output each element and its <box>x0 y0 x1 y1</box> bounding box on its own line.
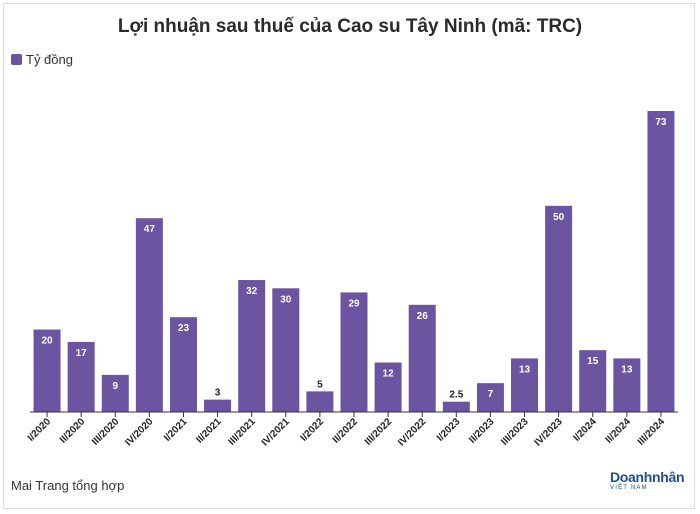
x-tick-label: I/2022 <box>299 416 327 444</box>
legend-label: Tỷ đồng <box>26 52 73 67</box>
data-label: 50 <box>553 212 565 223</box>
legend: Tỷ đồng <box>11 52 73 67</box>
brand-logo: Doanhnhân VIỆT NAM <box>610 470 690 494</box>
x-tick-label: IV/2020 <box>123 416 155 448</box>
bar <box>238 280 266 412</box>
x-tick-label: III/2022 <box>363 416 395 448</box>
bar <box>647 111 675 412</box>
x-tick-label: II/2021 <box>194 416 224 446</box>
data-label: 30 <box>280 294 292 305</box>
x-tick-label: II/2022 <box>331 416 361 446</box>
data-label: 7 <box>488 389 494 400</box>
x-tick-label: II/2023 <box>467 416 497 446</box>
x-tick-label: II/2020 <box>58 416 88 446</box>
x-tick-label: III/2020 <box>90 416 122 448</box>
data-label: 32 <box>246 286 258 297</box>
x-tick-label: I/2021 <box>162 416 190 444</box>
data-label: 5 <box>317 379 323 390</box>
x-tick-label: III/2024 <box>636 416 668 448</box>
bar <box>442 401 470 412</box>
bar <box>33 329 61 412</box>
x-tick-label: I/2023 <box>435 416 463 444</box>
data-label: 26 <box>417 311 429 322</box>
data-label: 9 <box>112 381 118 392</box>
data-label: 47 <box>144 224 156 235</box>
data-label: 29 <box>348 298 360 309</box>
data-label: 3 <box>215 388 221 399</box>
bar <box>306 391 334 412</box>
bar <box>135 218 163 412</box>
bar <box>476 383 504 412</box>
bar <box>169 317 197 412</box>
bar <box>613 358 641 412</box>
chart-frame <box>3 3 695 509</box>
brand-name: Doanhnhân <box>610 469 685 485</box>
data-label: 12 <box>383 369 395 380</box>
x-tick-label: I/2024 <box>571 416 599 444</box>
data-label: 23 <box>178 323 190 334</box>
chart-title: Lợi nhuận sau thuế của Cao su Tây Ninh (… <box>117 16 583 37</box>
x-tick-label: IV/2021 <box>260 416 292 448</box>
data-label: 13 <box>621 364 633 375</box>
bar <box>101 374 129 412</box>
x-tick-label: I/2020 <box>26 416 54 444</box>
bar <box>579 350 607 412</box>
bar <box>408 304 436 412</box>
source-note: Mai Trang tổng hợp <box>11 478 125 493</box>
brand-subtitle: VIỆT NAM <box>610 485 648 491</box>
x-tick-label: III/2023 <box>499 416 531 448</box>
bar <box>374 362 402 412</box>
x-tick-label: IV/2022 <box>396 416 428 448</box>
data-label: 15 <box>587 356 599 367</box>
bar <box>545 205 573 412</box>
bar <box>340 292 368 412</box>
bar <box>511 358 539 412</box>
bar <box>272 288 300 412</box>
data-label: 20 <box>41 336 53 347</box>
x-tick-label: II/2024 <box>604 416 634 446</box>
bar <box>204 399 232 412</box>
data-label: 73 <box>655 117 667 128</box>
legend-swatch <box>11 54 22 65</box>
data-label: 13 <box>519 364 531 375</box>
bar <box>67 341 95 412</box>
data-label: 2.5 <box>449 390 463 401</box>
data-label: 17 <box>76 348 88 359</box>
x-tick-label: III/2021 <box>226 416 258 448</box>
x-tick-label: IV/2023 <box>533 416 565 448</box>
